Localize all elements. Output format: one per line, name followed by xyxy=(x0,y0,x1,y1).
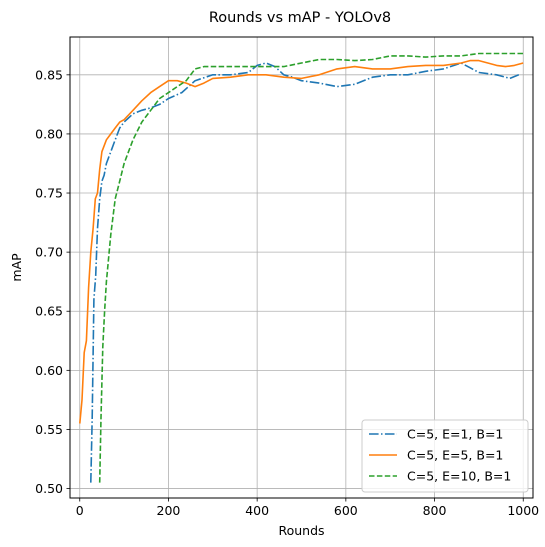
x-tick-label: 0 xyxy=(76,503,84,518)
x-tick-label: 800 xyxy=(423,503,447,518)
series-line-3 xyxy=(98,52,524,483)
y-tick-label: 0.50 xyxy=(35,481,63,496)
x-tick-label: 200 xyxy=(157,503,181,518)
x-axis-label: Rounds xyxy=(278,523,324,538)
series-line-1 xyxy=(90,62,520,483)
x-tick-label: 400 xyxy=(245,503,269,518)
y-tick-label: 0.60 xyxy=(35,363,63,378)
x-tick-label: 1000 xyxy=(507,503,539,518)
y-axis-label: mAP xyxy=(9,253,24,282)
axis-ticks: 0 200 400 600 800 1000 0.50 0.55 0.60 0.65 0.70 0.7… xyxy=(35,67,539,518)
y-tick-label: 0.55 xyxy=(35,422,63,437)
y-tick-label: 0.75 xyxy=(35,186,63,201)
plot-area-frame xyxy=(69,36,534,499)
legend-label-2: C=5, E=5, B=1 xyxy=(407,448,503,463)
chart-title: Rounds vs mAP - YOLOv8 xyxy=(209,10,391,26)
series-lines xyxy=(79,52,524,483)
legend-label-3: C=5, E=10, B=1 xyxy=(407,469,511,484)
y-tick-label: 0.80 xyxy=(35,126,63,141)
series-line-2 xyxy=(79,59,524,424)
legend: C=5, E=1, B=1 C=5, E=5, B=1 C=5, E=10, B=1 xyxy=(361,419,529,493)
grid xyxy=(70,37,533,498)
y-tick-label: 0.70 xyxy=(35,245,63,260)
y-tick-label: 0.85 xyxy=(35,67,63,82)
y-tick-label: 0.65 xyxy=(35,304,63,319)
x-tick-label: 600 xyxy=(334,503,358,518)
legend-label-1: C=5, E=1, B=1 xyxy=(407,427,503,442)
legend-box xyxy=(361,419,529,493)
